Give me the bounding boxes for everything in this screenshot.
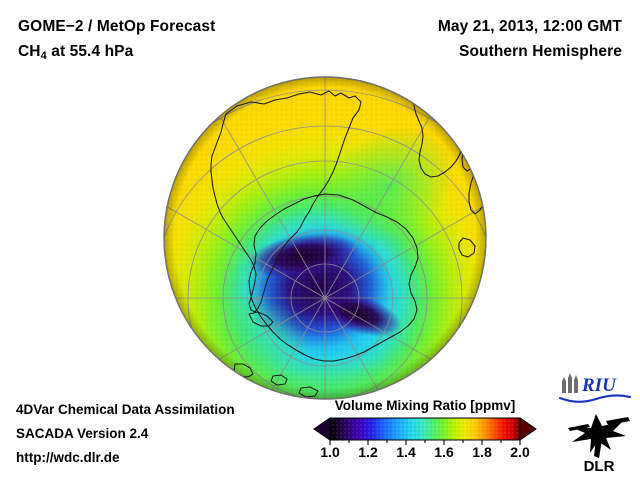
dlr-wordmark: DLR <box>584 458 615 474</box>
colorbar-tick-label: 1.2 <box>358 444 378 460</box>
colorbar-right-arrow <box>519 417 537 441</box>
colorbar-left-arrow <box>313 417 331 441</box>
timestamp-label: May 21, 2013, 12:00 GMT <box>437 18 622 35</box>
colorbar-title: Volume Mixing Ratio [ppmv] <box>334 398 516 413</box>
footer-url: http://wdc.dlr.de <box>16 450 120 465</box>
limb-shading <box>164 77 486 399</box>
riu-wordmark: RIU <box>581 375 617 396</box>
footer-version: SACADA Version 2.4 <box>16 426 149 441</box>
colorbar: Volume Mixing Ratio [ppmv] <box>300 398 550 470</box>
colorbar-tick-labels: 1.0 1.2 1.4 1.6 1.8 2.0 <box>300 444 550 464</box>
colorbar-tick-label: 1.4 <box>396 444 416 460</box>
riu-swoosh-icon <box>558 394 632 403</box>
colorbar-svg <box>313 417 537 445</box>
colorbar-tick-label: 1.8 <box>472 444 492 460</box>
level-text: at 55.4 hPa <box>46 43 134 60</box>
species-subscript: 4 <box>40 50 47 62</box>
title-species-level: CH4 at 55.4 hPa <box>18 43 133 62</box>
globe-content <box>164 77 486 399</box>
colorbar-tick-label: 1.6 <box>434 444 454 460</box>
species-prefix: CH <box>18 43 41 60</box>
colorbar-dither <box>330 418 520 440</box>
riu-logo: RIU <box>558 373 632 403</box>
riu-tower-icon <box>562 373 578 393</box>
dlr-logo: DLR <box>568 414 630 474</box>
globe-outline <box>163 76 487 400</box>
hemisphere-label: Southern Hemisphere <box>459 43 622 60</box>
footer-method: 4DVar Chemical Data Assimilation <box>16 402 235 417</box>
colorbar-tick-label: 2.0 <box>510 444 530 460</box>
dlr-mark-icon <box>568 414 630 458</box>
colorbar-tick-label: 1.0 <box>320 444 340 460</box>
globe-svg <box>163 76 487 400</box>
colorbar-ticks <box>329 440 521 445</box>
title-instrument: GOME−2 / MetOp Forecast <box>18 18 216 35</box>
orthographic-globe-map <box>163 76 487 400</box>
